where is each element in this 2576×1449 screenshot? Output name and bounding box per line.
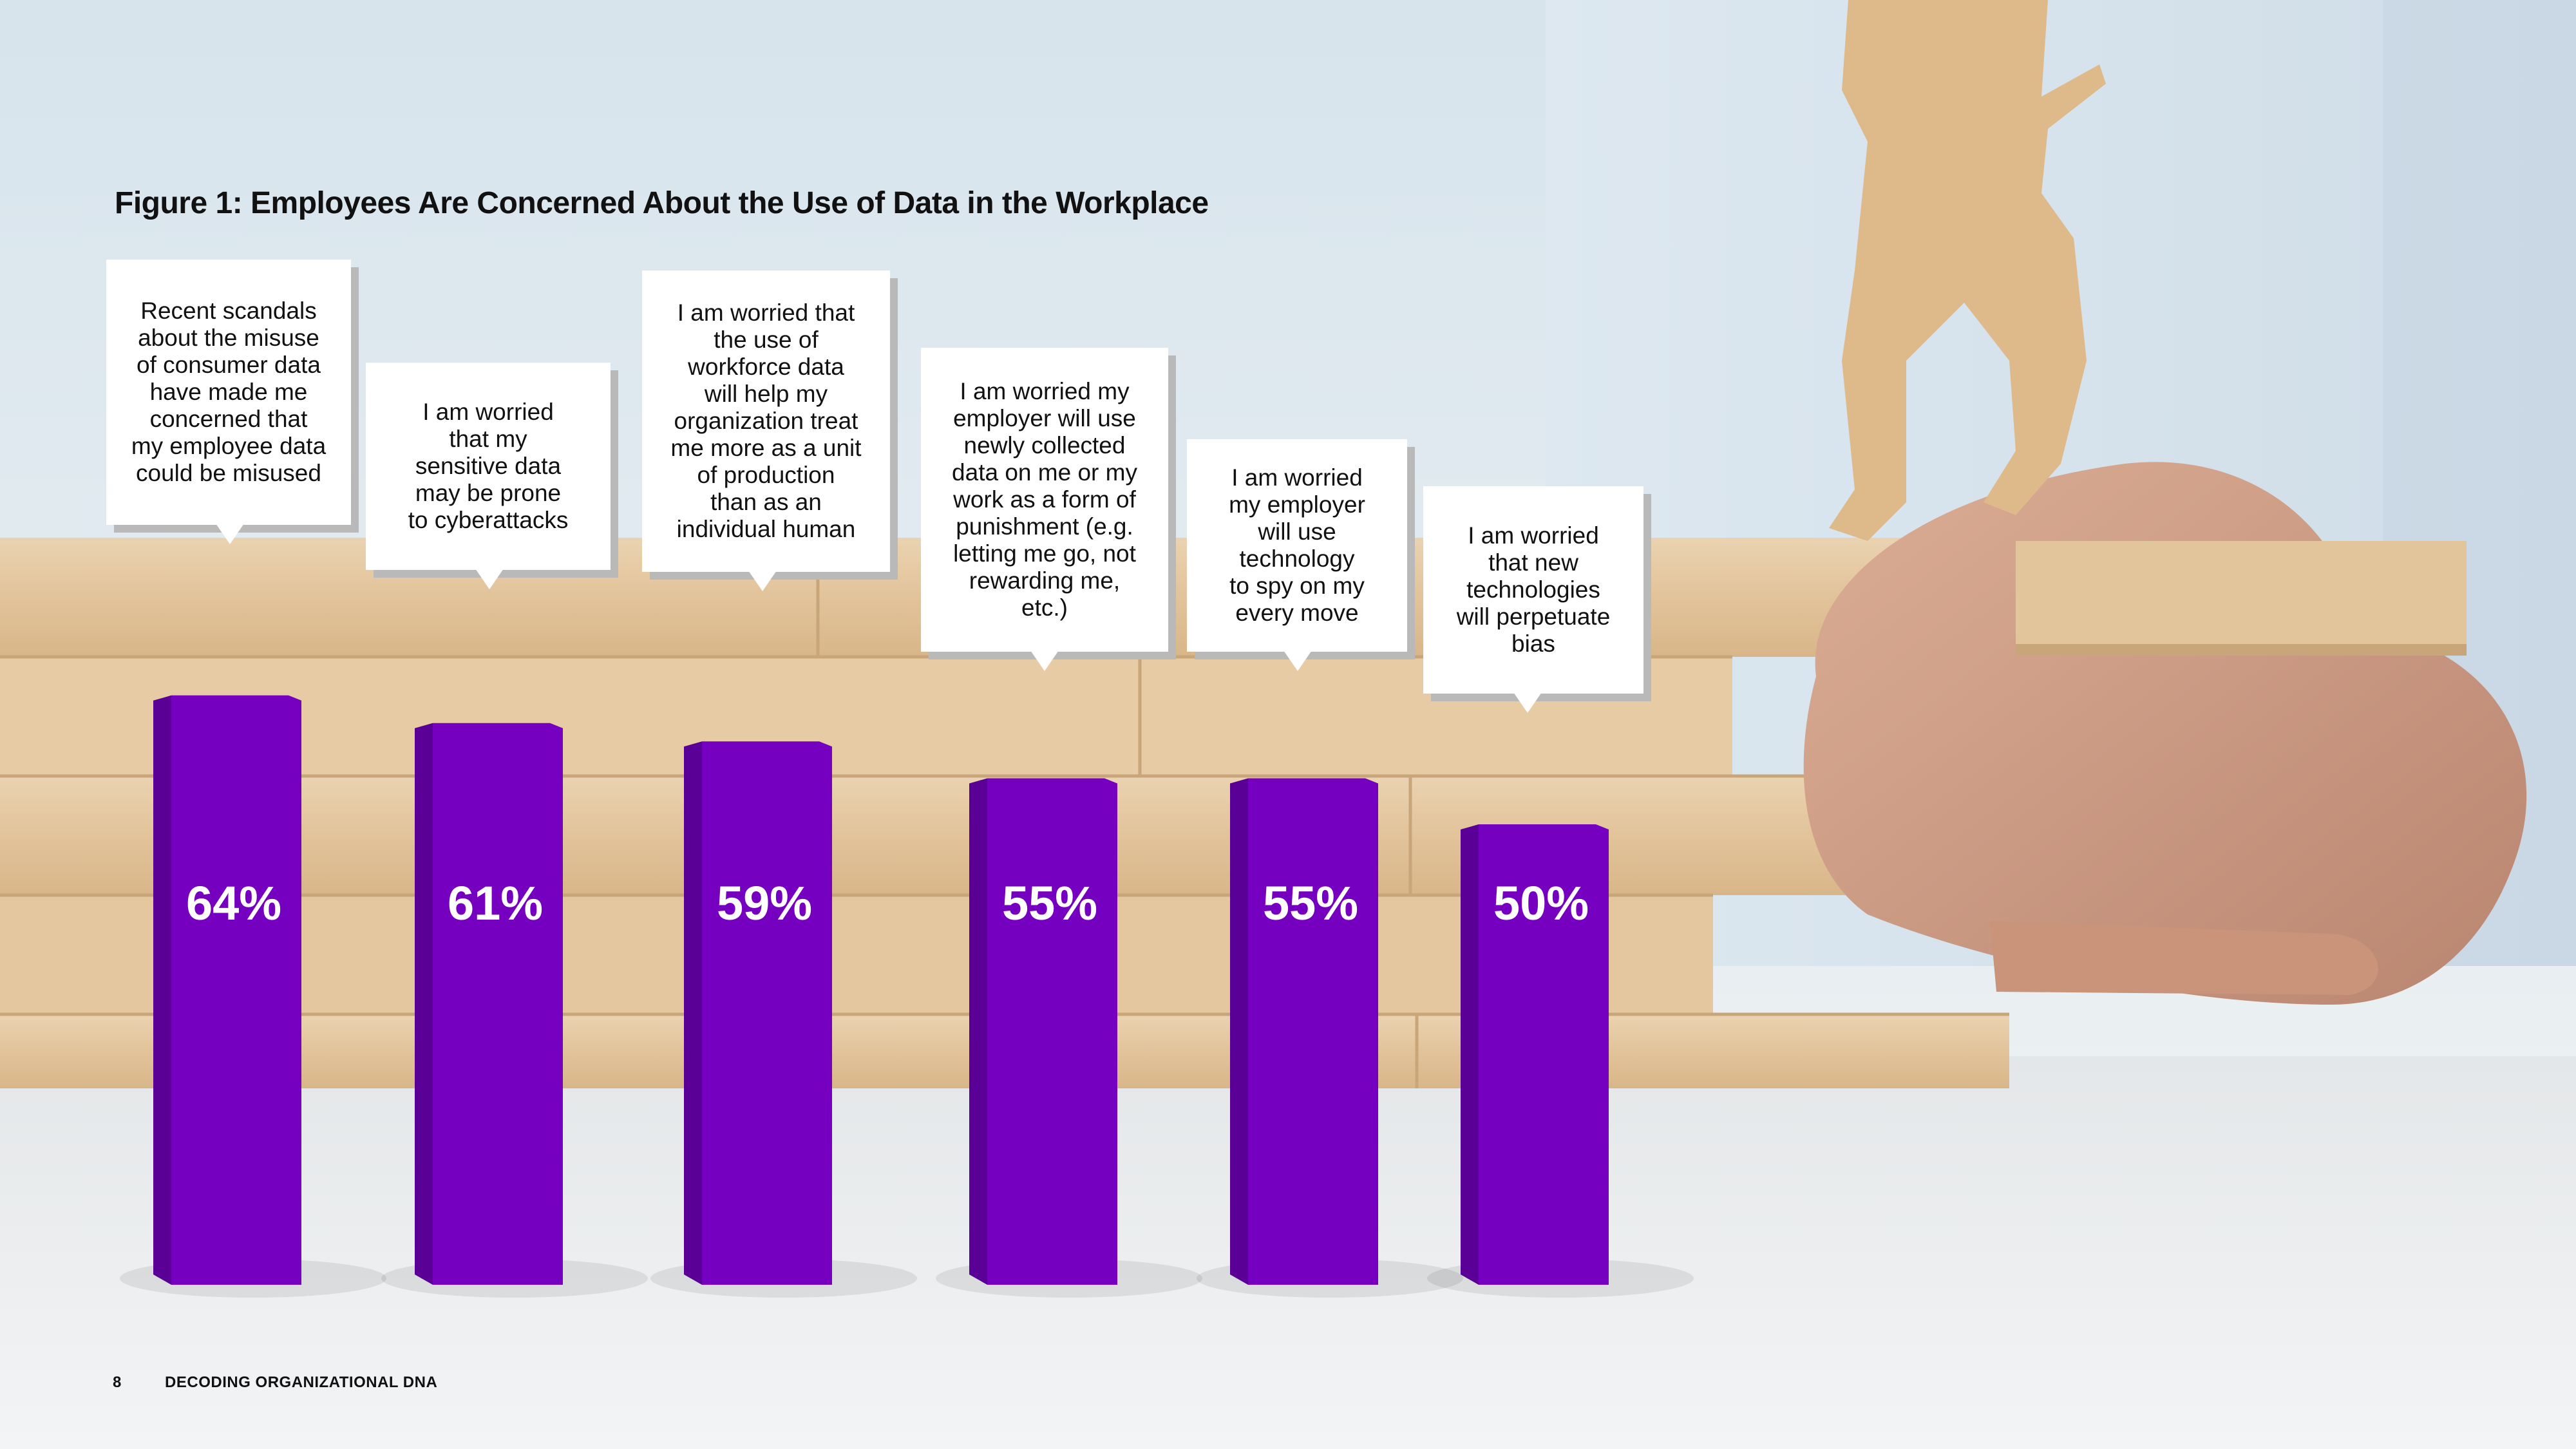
callout-line: technology: [1239, 545, 1355, 572]
callout-line: have made me: [149, 379, 308, 405]
chart-title: Figure 1: Employees Are Concerned About …: [115, 186, 1209, 220]
callout-line: employer will use: [953, 405, 1136, 431]
callout-line: technologies: [1466, 576, 1600, 603]
callout-4: I am worried my employer will use newly co…: [921, 348, 1168, 671]
callout-line: me more as a unit: [670, 435, 862, 461]
callout-line: punishment (e.g.: [956, 513, 1133, 540]
callout-line: to cyberattacks: [408, 507, 569, 533]
callout-line: may be prone: [415, 480, 562, 506]
callout-line: I am worried that: [677, 299, 855, 326]
callout-line: individual human: [676, 516, 856, 542]
bar-value-label: 61%: [448, 876, 543, 930]
bar-value-label: 59%: [717, 876, 812, 930]
callout-line: data on me or my: [952, 459, 1137, 486]
bar-5: 55%: [1197, 778, 1463, 1298]
callout-line: I am worried: [422, 399, 554, 425]
report-title: DECODING ORGANIZATIONAL DNA: [165, 1374, 438, 1391]
callout-line: could be misused: [136, 460, 321, 486]
callout-5: I am worried my employer will use technolog…: [1187, 439, 1407, 671]
callout-line: newly collected: [963, 432, 1126, 459]
callout-line: to spy on my: [1229, 573, 1365, 599]
callout-line: every move: [1235, 600, 1359, 626]
callout-line: I am worried: [1231, 464, 1363, 491]
callout-line: workforce data: [688, 354, 844, 380]
callout-line: will use: [1258, 518, 1336, 545]
callout-line: I am worried my: [960, 378, 1130, 404]
callout-line: than as an: [710, 489, 822, 515]
callout-line: work as a form of: [953, 486, 1136, 513]
bar-value-label: 64%: [186, 876, 281, 930]
callout-line: letting me go, not: [953, 540, 1136, 567]
callout-line: etc.): [1021, 594, 1068, 621]
callout-1: Recent scandals about the misuse of consum…: [106, 260, 351, 544]
wooden-figure: [1829, 0, 2106, 541]
bar-3: 59%: [650, 741, 917, 1298]
callout-line: the use of: [714, 327, 819, 353]
callout-2: I am worried that my sensitive data may be …: [366, 363, 611, 589]
callout-line: that new: [1488, 549, 1578, 576]
callout-3: I am worried that the use of workforce dat…: [642, 270, 890, 591]
callout-line: bias: [1511, 630, 1555, 657]
callout-line: sensitive data: [415, 453, 562, 479]
callout-line: of production: [697, 462, 835, 488]
callout-line: that my: [449, 426, 527, 452]
page-number: 8: [113, 1374, 122, 1391]
bar-2: 61%: [381, 723, 648, 1298]
bar-value-label: 50%: [1493, 876, 1589, 930]
bar-6: 50%: [1427, 824, 1694, 1298]
callout-line: my employer: [1229, 491, 1365, 518]
callout-line: Recent scandals: [140, 298, 317, 324]
bar-value-label: 55%: [1002, 876, 1097, 930]
callout-line: my employee data: [131, 433, 327, 459]
callout-line: organization treat: [674, 408, 858, 434]
callout-line: I am worried: [1468, 522, 1599, 549]
bar-1: 64%: [120, 695, 386, 1298]
callout-line: will perpetuate: [1456, 603, 1611, 630]
bar-value-label: 55%: [1263, 876, 1358, 930]
page-footer: 8 DECODING ORGANIZATIONAL DNA: [113, 1374, 437, 1392]
callout-line: rewarding me,: [969, 567, 1121, 594]
callout-line: about the misuse: [138, 325, 319, 351]
callout-line: concerned that: [149, 406, 308, 432]
callout-line: will help my: [704, 381, 828, 407]
bar-4: 55%: [936, 778, 1202, 1298]
callout-line: of consumer data: [137, 352, 321, 378]
callout-6: I am worried that new technologies will per…: [1423, 486, 1643, 713]
